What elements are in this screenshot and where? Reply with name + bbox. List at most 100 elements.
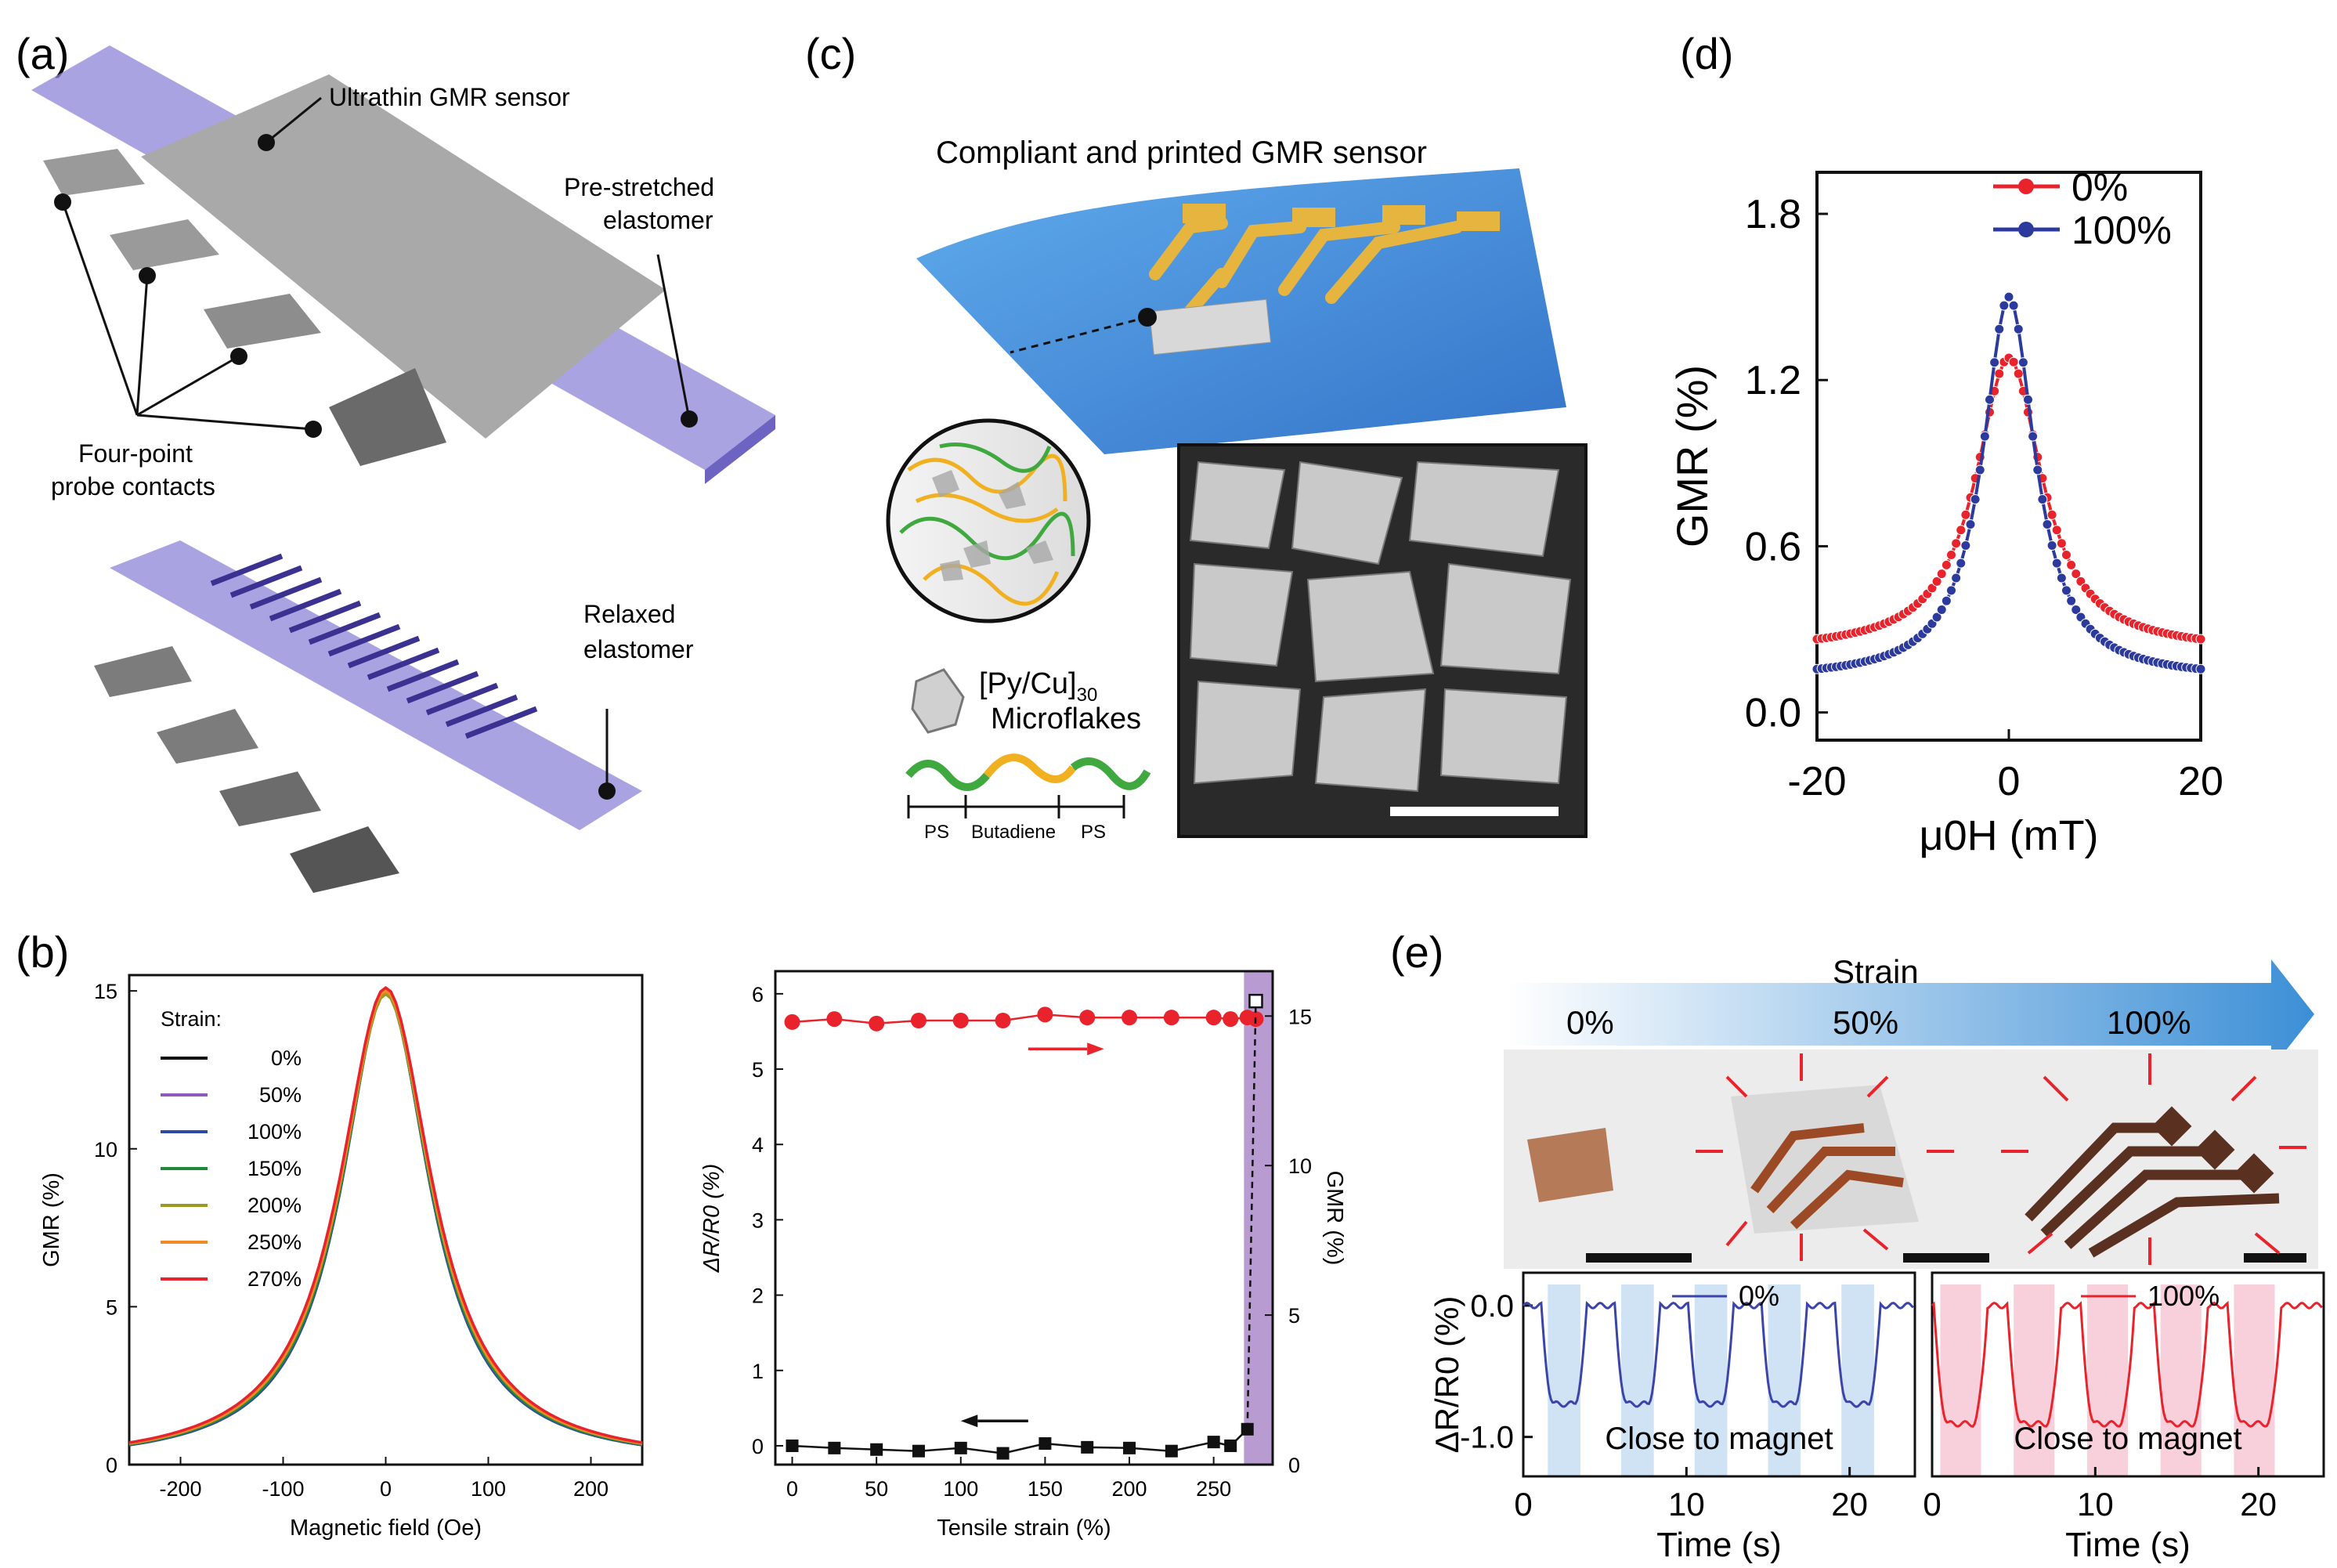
label-relaxed-1: Relaxed <box>583 600 675 628</box>
data-point <box>2008 356 2019 367</box>
data-point <box>784 1013 800 1030</box>
sample-100-traces <box>2025 1122 2280 1258</box>
strain-level-100: 100% <box>2107 1004 2191 1041</box>
segment-butadiene: Butadiene <box>971 822 1056 843</box>
y-axis-label: ΔR/R0 (%) <box>699 1164 724 1274</box>
y-tick-label: 0.6 <box>1745 524 1801 569</box>
data-point <box>2066 595 2077 606</box>
series-line-150% <box>128 992 643 1446</box>
x-axis-label: Magnetic field (Oe) <box>290 1516 482 1541</box>
data-point <box>2042 519 2053 530</box>
elastomer-callout-dot <box>681 410 698 428</box>
copolymer-ps-right <box>1070 757 1151 790</box>
y-tick-label: 5 <box>752 1058 764 1082</box>
magnet-band <box>1841 1284 1874 1476</box>
legend-label: 0% <box>1739 1280 1779 1312</box>
data-point <box>1936 604 1947 615</box>
data-point <box>1994 323 2005 334</box>
data-point <box>786 1439 799 1452</box>
data-point <box>1936 569 1947 580</box>
data-point <box>2061 585 2072 596</box>
x-tick-label: -20 <box>1787 759 1846 804</box>
x-tick-label: 250 <box>1196 1477 1231 1501</box>
x-tick-label: 20 <box>2240 1486 2277 1523</box>
label-relaxed-2: elastomer <box>583 635 694 663</box>
data-point <box>1985 394 1995 405</box>
x-axis-label: Time (s) <box>1656 1526 1782 1564</box>
y-tick-label: 5 <box>106 1295 117 1319</box>
x-tick-label: 50 <box>865 1477 888 1501</box>
x-tick-label: 0 <box>1923 1486 1941 1523</box>
strain-level-50: 50% <box>1833 1004 1898 1041</box>
y2-tick-label: 0 <box>1288 1454 1300 1477</box>
data-point <box>1081 1440 1094 1454</box>
x-tick-label: 100 <box>471 1477 506 1501</box>
copolymer-ps-left <box>905 760 990 791</box>
data-point <box>2051 525 2062 536</box>
sem-flakes <box>1189 461 1572 793</box>
data-point <box>1037 1006 1053 1023</box>
data-point <box>1994 368 2005 379</box>
flake-label-2: Microflakes <box>991 703 1141 735</box>
data-point <box>2066 559 2077 570</box>
data-point <box>869 1015 885 1031</box>
x-tick-label: 10 <box>2077 1486 2114 1523</box>
magnet-band <box>1768 1284 1801 1476</box>
ultrathin-gmr-sensor <box>141 74 666 439</box>
jump-line <box>1246 1001 1257 1429</box>
legend-label: 200% <box>247 1194 302 1217</box>
y-tick-label: 0 <box>106 1454 117 1477</box>
data-point <box>1941 559 1952 570</box>
data-point <box>1946 585 1956 596</box>
data-point <box>1079 1010 1096 1026</box>
data-point <box>1123 1441 1136 1454</box>
legend-label: 0% <box>271 1046 302 1070</box>
y-tick-label: 4 <box>752 1133 764 1157</box>
inset-flakes <box>932 470 1053 581</box>
data-point <box>1205 1010 1222 1026</box>
zoom-callout-line <box>1010 316 1148 354</box>
data-point <box>996 1447 1010 1460</box>
x-tick-label: 10 <box>1668 1486 1705 1523</box>
series-line-0% <box>1816 356 2202 641</box>
x-tick-label: 20 <box>1831 1486 1868 1523</box>
copolymer-butadiene <box>984 753 1077 783</box>
x-tick-label: 0 <box>1998 759 2021 804</box>
data-point <box>954 1441 967 1454</box>
chart-d-gmr-vs-field: -20 0 20 0.0 0.6 1.2 1.8 μ0H (mT) GMR (%) 0%100% <box>1667 165 2223 859</box>
data-point <box>826 1011 843 1028</box>
signal-trace <box>1522 1301 1914 1408</box>
scale-bar-50 <box>1903 1253 1989 1263</box>
magnet-band <box>1940 1284 1981 1476</box>
data-point <box>2071 569 2082 580</box>
x-tick-label: 150 <box>1028 1477 1063 1501</box>
panel-c-illustration: Compliant and printed GMR sensor <box>886 135 1587 843</box>
y-tick-label: 10 <box>94 1138 117 1162</box>
plot-frame <box>128 974 644 1466</box>
y2-tick-label: 15 <box>1288 1005 1312 1028</box>
data-point <box>2032 464 2043 475</box>
data-point <box>1956 525 1967 536</box>
segment-ps-left: PS <box>924 822 949 843</box>
data-point <box>995 1013 1011 1028</box>
data-point <box>1165 1444 1178 1458</box>
panel-e-photo: Strain 0% 50% 100% <box>1504 953 2318 1269</box>
data-point <box>1224 1439 1237 1452</box>
sensor-callout-dot <box>258 134 275 151</box>
x-tick-label: -100 <box>262 1477 304 1501</box>
legend-marker <box>2018 222 2034 237</box>
contact-1 <box>43 149 145 196</box>
data-point <box>1989 357 2000 368</box>
data-point <box>1965 519 1976 530</box>
data-point <box>1946 550 1956 561</box>
relaxed-contact-4 <box>290 826 399 893</box>
panel-label-a: (a) <box>16 29 69 78</box>
plot-frame <box>774 970 1274 1466</box>
y-tick-label: 6 <box>752 983 764 1006</box>
magnet-band <box>2234 1284 2275 1476</box>
data-point <box>2071 604 2082 615</box>
legend-label: 150% <box>247 1157 302 1180</box>
legend-label: 250% <box>247 1230 302 1254</box>
data-point <box>2008 300 2019 311</box>
